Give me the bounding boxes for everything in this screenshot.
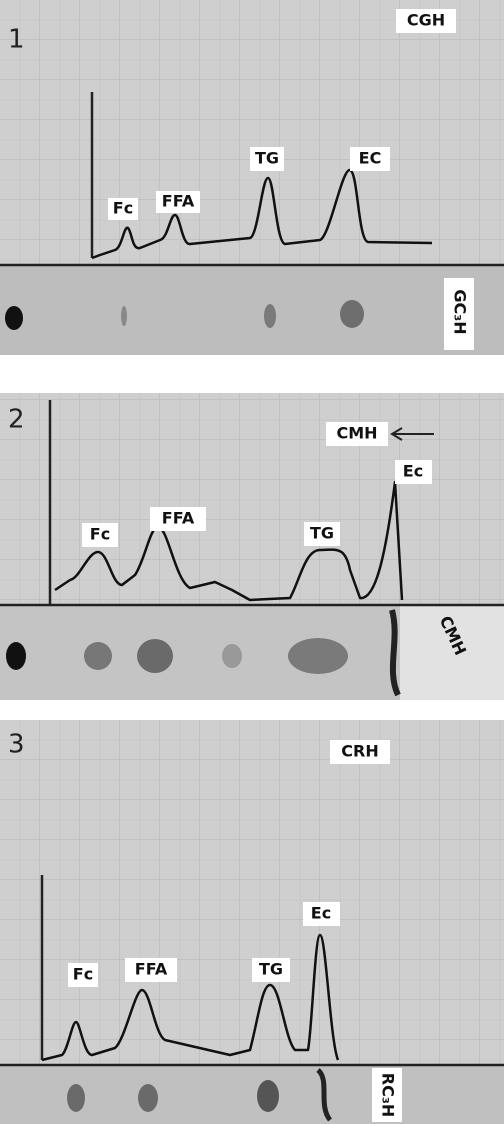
label-box [372, 1068, 402, 1122]
label-box [304, 522, 340, 546]
spot [137, 639, 173, 673]
spot [340, 300, 364, 328]
tlc-plate [0, 265, 504, 355]
peak-label: Fc [73, 965, 93, 984]
arrow [390, 427, 434, 441]
label-box [395, 460, 432, 484]
spot [5, 306, 23, 330]
sample-label: CRH [341, 742, 378, 761]
panel-1: 1 CGH Fc FFA TG EC GC₃H [0, 0, 504, 355]
spot [67, 1084, 85, 1112]
panel-number: 2 [8, 405, 25, 435]
label-box [150, 507, 206, 531]
panel-3: 3 CRH Fc FFA TG Ec RC₃H [0, 720, 504, 1124]
peak-label: EC [359, 149, 382, 168]
spot [222, 644, 242, 668]
trace [91, 168, 433, 260]
label-box [303, 902, 340, 926]
spot [84, 642, 112, 670]
spot [138, 1084, 158, 1112]
peak-label: Fc [90, 525, 110, 544]
sample-label: CGH [407, 11, 445, 30]
label-box [350, 147, 390, 171]
peak-label: Fc [113, 199, 133, 218]
label-box [108, 198, 138, 220]
panel-number: 3 [8, 730, 25, 760]
peak-label: TG [255, 149, 279, 168]
spot [257, 1080, 279, 1112]
peak-label: FFA [162, 192, 195, 211]
spot [121, 306, 127, 326]
label-box [326, 422, 388, 446]
chart-paper [0, 0, 504, 265]
peak-label: Ec [311, 904, 331, 923]
spot [264, 304, 276, 328]
peak-label: Ec [403, 462, 423, 481]
label-box [156, 191, 200, 213]
label-box [396, 9, 456, 33]
chart-paper [0, 393, 504, 605]
peak-label: FFA [162, 509, 195, 528]
plate-label: RC₃H [379, 1073, 398, 1117]
plate-edge [389, 609, 401, 697]
tlc-plate-edge [400, 605, 504, 700]
label-box [250, 147, 284, 171]
plate-label: GC₃H [451, 289, 470, 334]
label-box [82, 523, 118, 547]
trace [41, 933, 340, 1062]
label-box [444, 278, 474, 350]
panel-number: 1 [8, 25, 25, 55]
label-box [330, 740, 390, 764]
sample-label: CMH [336, 424, 377, 443]
label-box [68, 963, 98, 987]
label-box [252, 958, 290, 982]
trace [54, 480, 404, 602]
peak-label: FFA [135, 960, 168, 979]
plate-edge [316, 1068, 333, 1122]
label-box [125, 958, 177, 982]
peak-label: TG [259, 960, 283, 979]
peak-label: TG [310, 524, 334, 543]
panel-2: 2 CMH Fc FFA TG Ec CMH [0, 393, 504, 700]
spot [288, 638, 348, 674]
spot [6, 642, 26, 670]
chart-paper [0, 720, 504, 1065]
